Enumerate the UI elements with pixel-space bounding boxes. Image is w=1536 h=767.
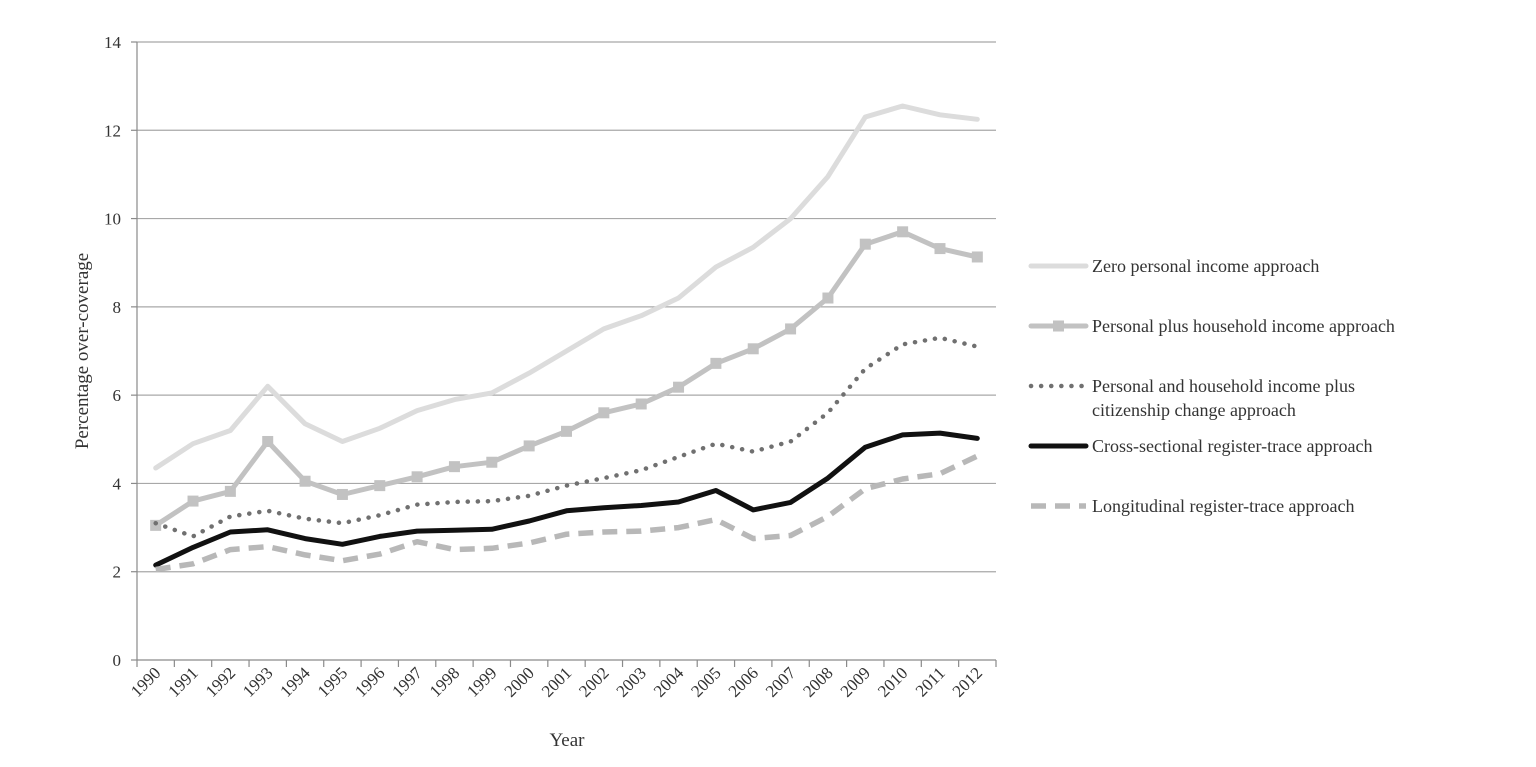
series-line-1 xyxy=(153,103,980,471)
y-tick-label: 14 xyxy=(104,33,122,52)
data-point xyxy=(822,292,834,304)
data-point xyxy=(411,471,423,483)
data-point xyxy=(561,425,572,437)
series-line-4 xyxy=(153,430,980,568)
y-tick-label: 4 xyxy=(113,474,122,493)
x-tick-label: 2003 xyxy=(613,663,650,700)
x-tick-label: 2009 xyxy=(837,663,874,700)
data-point xyxy=(336,488,348,500)
y-tick-label: 12 xyxy=(104,121,121,140)
data-point xyxy=(635,398,647,410)
legend-label-3: Personal and household income plus citize… xyxy=(1092,376,1355,420)
x-axis-title: Year xyxy=(549,730,585,751)
y-axis-title: Percentage over-coverage xyxy=(72,253,93,449)
data-point xyxy=(934,243,946,255)
x-tick-label: 2004 xyxy=(650,663,688,701)
legend: Zero personal income approach Personal pl… xyxy=(1028,256,1395,516)
legend-label-1: Zero personal income approach xyxy=(1092,256,1319,276)
series-line-5 xyxy=(155,453,979,573)
x-tick-label: 1992 xyxy=(202,663,239,700)
data-point xyxy=(262,435,274,447)
y-tick-label: 2 xyxy=(113,563,122,582)
data-point xyxy=(859,238,871,250)
x-tick-label: 1991 xyxy=(164,663,201,700)
x-tick-label: 2006 xyxy=(725,663,762,700)
data-point xyxy=(971,251,983,263)
legend-marker xyxy=(1053,320,1064,332)
x-tick-label: 2007 xyxy=(762,663,800,701)
series-lines xyxy=(150,103,983,573)
x-tick-label: 2000 xyxy=(501,663,538,700)
y-tick-label: 6 xyxy=(113,386,122,405)
x-tick-label: 2001 xyxy=(538,663,575,700)
x-tick-label: 1996 xyxy=(351,663,388,700)
x-tick-label: 1998 xyxy=(426,663,463,700)
data-point xyxy=(897,226,909,238)
y-tick-label: 8 xyxy=(113,298,122,317)
y-tick-label: 10 xyxy=(104,210,121,229)
y-tick-label: 0 xyxy=(113,651,122,670)
data-point xyxy=(598,407,610,419)
series-line-3 xyxy=(153,335,980,539)
data-point xyxy=(710,357,722,369)
data-point xyxy=(448,461,460,473)
legend-label-4: Cross-sectional register-trace approach xyxy=(1092,436,1373,456)
data-point xyxy=(673,381,685,393)
x-tick-label: 2002 xyxy=(575,663,612,700)
x-tick-label: 2010 xyxy=(874,663,911,700)
x-tick-label: 1993 xyxy=(239,663,276,700)
x-tick-label: 2012 xyxy=(949,663,986,700)
gridlines xyxy=(137,41,996,573)
data-point xyxy=(523,440,535,452)
data-point xyxy=(299,475,311,487)
legend-label-2: Personal plus household income approach xyxy=(1092,316,1395,336)
x-tick-label: 2005 xyxy=(687,663,724,700)
data-point xyxy=(374,480,386,492)
data-point xyxy=(785,323,797,335)
x-tick-label: 1997 xyxy=(388,663,426,701)
x-tick-label: 1990 xyxy=(127,663,164,700)
data-point xyxy=(187,495,199,507)
data-point xyxy=(747,343,759,355)
x-tick-label: 1995 xyxy=(314,663,351,700)
x-tick-label: 2008 xyxy=(799,663,836,700)
data-point xyxy=(224,485,236,497)
x-tick-label: 1999 xyxy=(463,663,500,700)
series-line-2 xyxy=(153,229,980,528)
x-tick-label: 2011 xyxy=(912,663,949,700)
legend-label-5: Longitudinal register-trace approach xyxy=(1092,496,1355,516)
data-point xyxy=(486,456,498,468)
x-tick-label: 1994 xyxy=(276,663,314,701)
